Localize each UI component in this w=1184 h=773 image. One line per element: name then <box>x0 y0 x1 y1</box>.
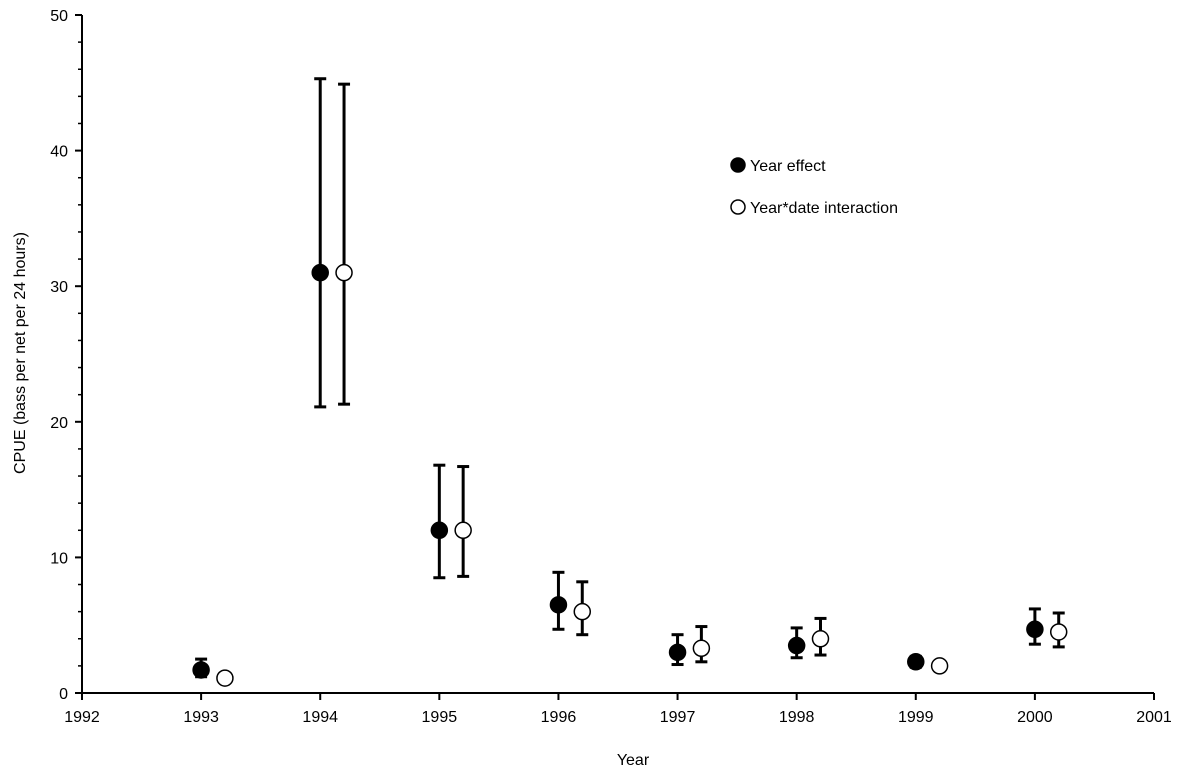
data-point-filled <box>311 263 329 282</box>
y-axis-title: CPUE (bass per net per 24 hours) <box>12 232 29 474</box>
data-point-filled <box>192 661 210 679</box>
x-tick-label: 1996 <box>541 709 577 726</box>
x-tick-label: 2000 <box>1017 709 1053 726</box>
data-point-open <box>811 630 830 648</box>
data-point-filled <box>668 643 687 662</box>
data-point-open <box>1049 623 1068 641</box>
y-tick-label: 20 <box>50 415 68 432</box>
y-tick-label: 0 <box>59 686 68 703</box>
data-point-open <box>573 602 592 621</box>
data-point-filled <box>430 521 449 540</box>
legend-marker-open <box>730 199 746 215</box>
legend-label: Year*date interaction <box>750 200 898 217</box>
data-point-open <box>216 669 234 687</box>
legend: Year effect Year*date interaction <box>730 157 898 217</box>
data-point-open <box>454 521 472 540</box>
data-point-filled <box>787 636 806 655</box>
chart-marks <box>192 77 1068 687</box>
x-tick-label: 1997 <box>660 709 696 726</box>
axes: 0 10 20 30 40 50 1992 1993 1994 1995 1996 1997 1998 1… <box>50 8 1172 726</box>
x-tick-label: 1993 <box>183 709 219 726</box>
y-tick-label: 50 <box>50 8 68 25</box>
data-point-open <box>692 639 711 658</box>
legend-label: Year effect <box>750 158 826 175</box>
x-tick-label: 1995 <box>422 709 458 726</box>
x-tick-label: 2001 <box>1136 709 1172 726</box>
x-axis-title: Year <box>617 752 650 769</box>
x-tick-label: 1999 <box>898 709 934 726</box>
data-point-filled <box>549 596 568 614</box>
y-tick-label: 10 <box>50 550 68 567</box>
y-tick-label: 30 <box>50 279 68 296</box>
series-1 <box>192 77 1044 679</box>
data-point-filled <box>1026 620 1044 639</box>
data-point-open <box>335 263 353 282</box>
y-tick-label: 40 <box>50 144 68 161</box>
x-tick-label: 1998 <box>779 709 815 726</box>
x-tick-label: 1994 <box>302 709 338 726</box>
data-point-filled <box>907 653 925 671</box>
series-2 <box>216 82 1068 687</box>
x-tick-label: 1992 <box>64 709 100 726</box>
data-point-open <box>930 657 949 675</box>
legend-marker-filled <box>730 157 746 173</box>
